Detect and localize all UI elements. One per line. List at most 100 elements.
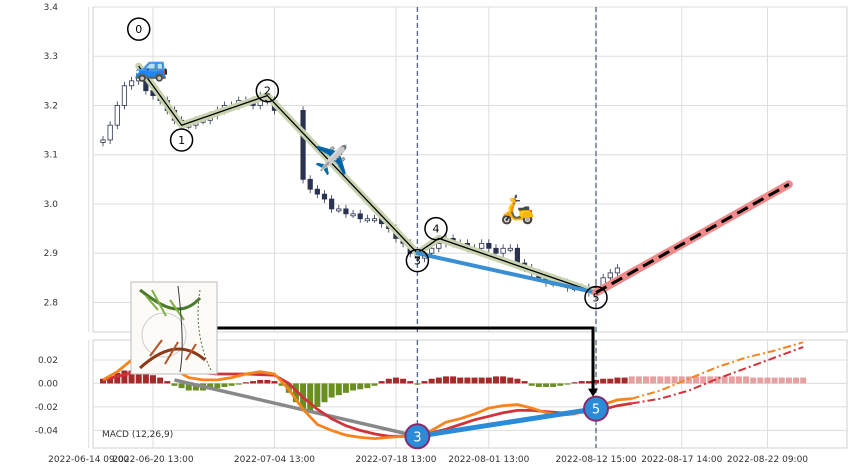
macd-histogram-bar: [307, 383, 314, 412]
macd-histogram-bar: [271, 381, 278, 384]
macd-histogram-bar: [171, 383, 178, 386]
macd-histogram-bar: [478, 377, 485, 384]
macd-histogram-bar: [278, 383, 285, 386]
macd-histogram-projection-bar: [628, 376, 635, 384]
macd-histogram-bar: [435, 377, 442, 384]
candle-body: [100, 139, 106, 143]
macd-histogram-bar: [464, 377, 471, 384]
macd-histogram-bar: [542, 383, 549, 387]
x-tick-label: 2022-08-22 09:00: [727, 455, 808, 465]
macd-histogram-bar: [121, 370, 128, 384]
candle-body: [336, 208, 342, 212]
wave-label-circle: [169, 128, 194, 152]
macd-y-tick-label: -0.02: [35, 403, 58, 413]
wave-label-0: 0: [135, 23, 142, 36]
macd-histogram-projection-bar: [793, 377, 800, 384]
candle-body: [300, 110, 306, 180]
macd-histogram-bar: [228, 383, 235, 386]
macd-histogram-bar: [321, 383, 328, 403]
macd-histogram-bar: [114, 372, 121, 384]
macd-projection: [631, 341, 804, 400]
macd-y-tick-label: 0.00: [38, 379, 58, 389]
macd-histogram-bar: [428, 378, 435, 384]
macd-histogram-bar: [328, 383, 335, 398]
macd-wave-marker-circle: [404, 423, 431, 450]
macd-histogram-projection-bar: [707, 376, 714, 384]
candle-body: [486, 242, 492, 249]
airplane-icon: ✈️: [314, 143, 349, 177]
macd-histogram-bar: [421, 381, 428, 384]
macd-histogram-projection-bar: [664, 376, 671, 384]
price-y-tick-label: 3.2: [44, 101, 58, 111]
candle-body: [436, 242, 442, 249]
candle-body: [307, 178, 313, 190]
macd-histogram-bar: [600, 378, 607, 384]
macd-histogram-projection-bar: [800, 377, 807, 384]
macd-histogram-projection-bar: [693, 376, 700, 384]
macd-histogram-bar: [457, 377, 464, 384]
macd-y-tick-label: -0.04: [35, 426, 59, 436]
macd-histogram-projection-bar: [728, 376, 735, 384]
macd-histogram-bar: [350, 383, 357, 391]
candle-body: [493, 247, 499, 254]
macd-histogram-bar: [142, 372, 149, 384]
car-icon: 🚙: [134, 50, 169, 83]
macd-histogram-projection-bar: [743, 376, 750, 384]
price-y-tick-label: 3.4: [44, 3, 59, 13]
wave-label-3: 3: [414, 255, 421, 268]
candle-body: [329, 198, 335, 210]
wave-label-5: 5: [593, 292, 600, 305]
candle-body: [114, 105, 120, 126]
price-y-tick-label: 3.0: [44, 200, 59, 210]
macd-histogram-bar: [607, 378, 614, 384]
candle-body: [429, 247, 435, 254]
candle-body: [107, 124, 113, 141]
macd-histogram-projection-bar: [650, 376, 657, 384]
macd-histogram-bar: [192, 383, 199, 391]
macd-histogram-bar: [342, 383, 349, 393]
macd-histogram-bar: [357, 383, 364, 390]
macd-histogram-bar: [578, 381, 585, 384]
overlay-layer: [130, 281, 599, 397]
macd-histogram-projection-bar: [635, 376, 642, 384]
macd-wave-marker-circle: [583, 395, 610, 422]
macd-histogram-bar: [135, 371, 142, 384]
macd-histogram-projection-bar: [657, 376, 664, 384]
thumbnail-leaves-upper: [145, 289, 185, 321]
candle-body: [607, 272, 613, 279]
macd-histogram-bar: [257, 379, 264, 384]
macd-histogram-bar: [264, 379, 271, 384]
macd-histogram-bar: [414, 383, 421, 385]
macd-histogram-bar: [528, 383, 535, 386]
wave-label-circle: [255, 78, 280, 103]
macd-histogram-bar: [214, 383, 221, 389]
macd-histogram-bar: [378, 381, 385, 384]
candle-body: [614, 267, 621, 274]
signal-projection: [631, 346, 804, 405]
macd-histogram-bar: [235, 383, 242, 385]
macd-histogram-projection-bar: [700, 376, 707, 384]
macd-histogram-projection-bar: [785, 377, 792, 384]
candle-body: [121, 85, 128, 106]
macd-histogram-bar: [164, 381, 171, 384]
scooter-icon: 🛵: [500, 193, 535, 226]
candle-body: [507, 247, 513, 251]
candle-body: [128, 80, 135, 87]
macd-histogram-bar: [614, 377, 621, 384]
x-tick-label: 2022-08-17 14:00: [641, 455, 722, 465]
candle-body: [350, 213, 356, 217]
macd-histogram-bar: [450, 376, 457, 384]
candle-body: [364, 218, 370, 222]
macd-histogram-projection-bar: [778, 377, 785, 384]
connector-line: [215, 326, 595, 395]
macd-histogram-bar: [207, 383, 214, 390]
candle-body: [500, 247, 506, 254]
macd-histogram-bar: [593, 379, 600, 384]
macd-histogram-projection-bar: [750, 377, 757, 384]
thumbnail-center-stroke: [177, 285, 183, 373]
macd-wave-connector: [414, 406, 599, 439]
trend-line-3-5: [415, 251, 598, 295]
price-y-tick-label: 3.3: [44, 52, 58, 62]
macd-histogram-projection-bar: [721, 376, 728, 384]
projection-line: [595, 182, 790, 294]
